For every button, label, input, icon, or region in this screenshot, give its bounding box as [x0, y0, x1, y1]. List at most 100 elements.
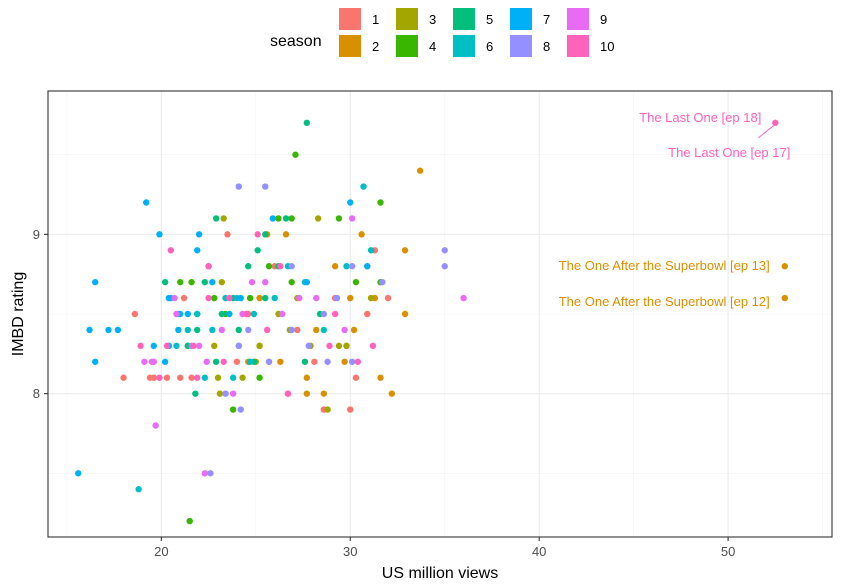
data-point-season-9	[195, 342, 203, 350]
data-point-season-5	[212, 358, 220, 365]
data-point-season-3	[220, 215, 227, 222]
data-point-season-10	[369, 342, 377, 350]
data-point-season-7	[86, 326, 93, 334]
data-point-season-5	[303, 119, 311, 127]
data-point-season-7	[75, 470, 82, 477]
data-point-season-10	[137, 342, 144, 350]
data-point-season-10	[226, 294, 233, 302]
legend-label-season-1: 1	[372, 12, 379, 27]
data-point-season-10	[263, 326, 271, 334]
data-point-season-8	[262, 183, 269, 190]
data-point-season-10	[194, 374, 201, 381]
data-point-season-5	[235, 326, 243, 334]
annotation-last-one-ep18: The Last One [ep 18]	[639, 110, 761, 125]
data-point-season-10	[205, 294, 212, 302]
x-tick-label: 50	[721, 544, 735, 559]
data-point-season-6	[250, 310, 258, 318]
data-point-season-4	[275, 215, 282, 222]
data-point-season-6	[246, 358, 254, 365]
x-tick-label: 40	[532, 544, 546, 559]
data-point-season-9	[203, 358, 210, 365]
data-point-season-1	[364, 310, 371, 318]
data-point-season-7	[165, 294, 173, 302]
legend-key-season-5	[453, 8, 475, 30]
data-point-season-10	[326, 342, 333, 350]
data-point-season-2	[401, 310, 409, 318]
data-point-season-2	[401, 247, 409, 254]
data-point-season-9	[313, 294, 320, 302]
data-point-season-7	[114, 326, 122, 334]
data-point-season-10	[156, 374, 163, 381]
data-point-season-9	[279, 310, 286, 318]
data-point-season-7	[92, 358, 99, 365]
x-tick-label: 30	[343, 544, 357, 559]
data-point-season-5	[245, 263, 252, 270]
annotation-superbowl-ep13: The One After the Superbowl [ep 13]	[559, 258, 770, 273]
data-point-season-2	[282, 231, 290, 238]
data-point-season-1	[150, 374, 157, 381]
data-point-season-9	[229, 390, 237, 397]
data-point-season-8	[348, 358, 356, 365]
data-point-season-5	[301, 358, 309, 365]
data-point-season-1	[347, 406, 354, 413]
data-point-season-2	[320, 390, 328, 397]
data-point-season-9	[152, 422, 159, 429]
legend-key-season-8	[510, 35, 532, 57]
data-point-season-8	[235, 342, 243, 350]
data-point-season-6	[201, 374, 208, 381]
data-point-season-9	[141, 358, 148, 365]
legend-label-season-5: 5	[486, 12, 493, 27]
data-point-season-6	[229, 374, 237, 381]
data-point-season-1	[294, 326, 301, 334]
data-point-season-9	[460, 294, 467, 302]
data-point-season-6	[271, 294, 278, 302]
data-point-season-9	[171, 294, 178, 302]
data-point-season-8	[245, 326, 252, 334]
data-point-season-3	[216, 390, 224, 397]
data-point-season-7	[237, 294, 244, 302]
data-point-season-3	[211, 342, 218, 350]
data-point-season-10	[167, 247, 174, 254]
data-point-season-5	[194, 326, 201, 334]
data-point-season-9	[218, 326, 226, 334]
data-point-season-5	[282, 215, 290, 222]
data-point-season-8	[288, 263, 295, 270]
data-point-season-7	[175, 326, 182, 334]
data-point-season-2	[347, 294, 354, 302]
data-point-season-4	[256, 374, 263, 381]
data-point-season-5	[212, 215, 220, 222]
legend-label-season-10: 10	[600, 39, 614, 54]
data-point-season-2	[781, 263, 788, 270]
data-point-season-7	[92, 278, 99, 286]
x-axis-title: US million views	[382, 565, 498, 582]
data-point-season-4	[352, 278, 360, 286]
data-point-season-1	[224, 231, 231, 238]
data-point-season-3	[314, 215, 322, 222]
data-point-season-1	[188, 374, 195, 381]
data-point-season-6	[173, 342, 180, 350]
data-point-season-1	[352, 374, 360, 381]
legend-key-season-3	[396, 8, 418, 30]
data-point-season-9	[341, 326, 348, 334]
y-tick-label: 9	[33, 227, 40, 242]
data-point-season-4	[188, 278, 195, 286]
data-point-season-10	[284, 390, 292, 397]
data-point-season-6	[367, 247, 375, 254]
legend-key-season-4	[396, 35, 418, 57]
data-point-season-8	[265, 358, 273, 365]
data-point-season-4	[211, 294, 218, 302]
data-point-season-10	[772, 119, 779, 127]
data-point-season-5	[218, 310, 226, 318]
legend-label-season-3: 3	[429, 12, 436, 27]
data-point-season-1	[233, 358, 241, 365]
plot-panel-border	[47, 90, 833, 538]
data-point-season-4	[246, 294, 254, 302]
data-point-season-8	[237, 406, 244, 413]
data-point-season-8	[441, 247, 448, 254]
data-point-season-10	[220, 358, 227, 365]
data-point-season-9	[348, 215, 356, 222]
data-point-season-9	[150, 358, 157, 365]
legend-label-season-4: 4	[429, 39, 436, 54]
data-point-season-10	[277, 263, 284, 270]
